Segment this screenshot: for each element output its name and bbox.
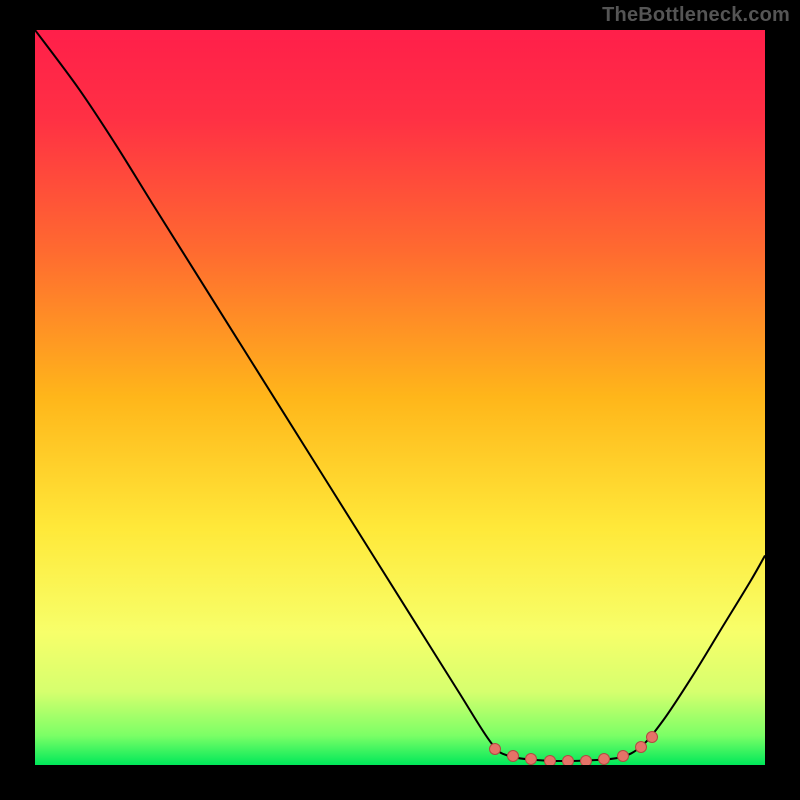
trough-marker (544, 755, 556, 765)
trough-marker (617, 750, 629, 762)
trough-marker (489, 743, 501, 755)
trough-marker (635, 741, 647, 753)
watermark-text: TheBottleneck.com (602, 4, 790, 27)
trough-marker (562, 755, 574, 765)
trough-marker (507, 750, 519, 762)
trough-marker (598, 753, 610, 765)
plot-area (35, 30, 765, 765)
marker-series (35, 30, 765, 765)
trough-marker (580, 755, 592, 765)
trough-marker (646, 731, 658, 743)
trough-marker (525, 753, 537, 765)
